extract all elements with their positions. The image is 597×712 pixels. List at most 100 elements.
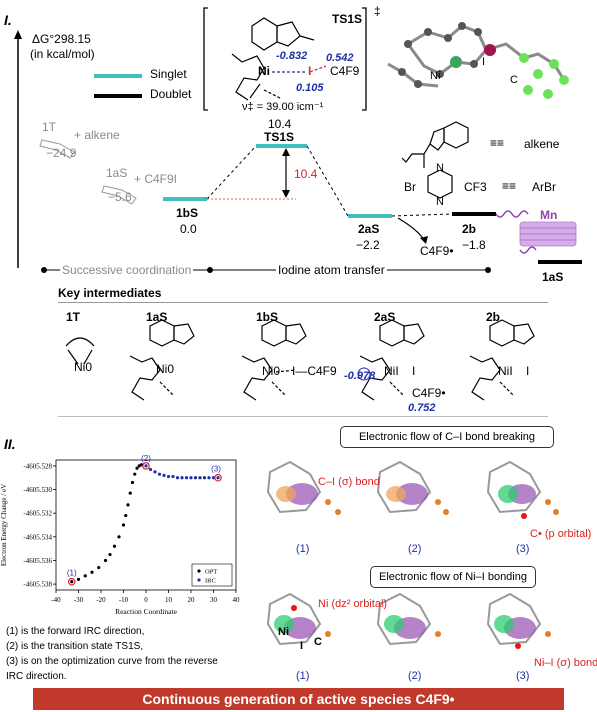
data-point-irc bbox=[216, 476, 220, 480]
data-point-irc bbox=[171, 474, 175, 479]
y-tick-label: -4605.534 bbox=[23, 533, 52, 541]
phase-successive: Successive coordination bbox=[60, 263, 194, 277]
row2-frame-2: (2) bbox=[408, 670, 422, 682]
phase-iodine-transfer: Iodine atom transfer bbox=[276, 263, 387, 277]
data-point-opt bbox=[112, 544, 117, 548]
key-title-rule bbox=[58, 302, 548, 303]
intermediate-structures bbox=[65, 319, 535, 401]
legend-singlet-label: Singlet bbox=[150, 67, 187, 81]
highlight-point bbox=[214, 473, 222, 482]
data-point-irc bbox=[207, 476, 211, 480]
ts3d-c: C bbox=[510, 74, 518, 86]
int-extra-2b: I bbox=[526, 364, 530, 378]
data-point-irc bbox=[166, 474, 171, 479]
state-TS1S: TS1S bbox=[264, 130, 295, 144]
int-ni-1bS: Ni0 bbox=[262, 364, 281, 378]
ts-dagger: ‡ bbox=[374, 4, 381, 18]
data-point-irc bbox=[162, 473, 166, 477]
x-tick-label: 10 bbox=[165, 596, 173, 604]
ann-ni-dz2: Ni (dz² orbital) bbox=[318, 598, 388, 610]
data-point-opt bbox=[133, 472, 137, 476]
irc-chart: -40 -30 -20 -10 0 10 20 30 40 -4605.528 -4605.530 -… bbox=[0, 454, 241, 616]
data-point-opt bbox=[128, 491, 132, 495]
data-point-opt bbox=[70, 580, 74, 584]
arbr-br: Br bbox=[404, 180, 416, 194]
note-3: (3) is on the optimization curve from th… bbox=[6, 656, 218, 667]
x-tick-label: -40 bbox=[51, 596, 61, 604]
ts-dist2: 0.542 bbox=[326, 52, 354, 64]
ts-dist1: -0.832 bbox=[276, 50, 308, 62]
ts-bracket bbox=[203, 7, 367, 111]
section-label-1: I. bbox=[4, 12, 12, 28]
int-ni-2aS: NiI bbox=[384, 364, 399, 378]
arbr-n2: N bbox=[436, 196, 444, 208]
arbr-n1: N bbox=[436, 162, 444, 174]
int-ni-1T: Ni0 bbox=[74, 360, 93, 374]
highlight-label: (3) bbox=[211, 465, 221, 474]
ts-3d-model bbox=[387, 22, 569, 99]
data-point-irc bbox=[153, 470, 157, 474]
data-point-opt bbox=[76, 577, 81, 581]
orbital-frames-row2 bbox=[266, 592, 551, 649]
x-axis-label: Reaction Coordinate bbox=[115, 607, 178, 616]
data-point-opt bbox=[108, 552, 112, 557]
ts-title: TS1S bbox=[332, 12, 363, 26]
row2-atom-c: C bbox=[314, 636, 322, 648]
legend-doublet-swatch bbox=[94, 94, 142, 98]
row1-frame-1: (1) bbox=[296, 543, 310, 555]
note-1: (1) is the forward IRC direction, bbox=[6, 626, 145, 637]
step-alkene: + alkene bbox=[74, 128, 120, 142]
row2-atom-ni: Ni bbox=[278, 626, 289, 638]
ts-dist3: 0.105 bbox=[296, 82, 324, 94]
alkene-structure bbox=[401, 121, 469, 168]
energy-axis bbox=[14, 30, 22, 268]
alkene-equiv: ≡≡ bbox=[490, 136, 505, 150]
summary-banner: Continuous generation of active species … bbox=[33, 688, 564, 710]
x-tick-label: 40 bbox=[233, 596, 241, 604]
axis-unit: (in kcal/mol) bbox=[30, 47, 95, 61]
data-point-irc bbox=[198, 476, 202, 480]
int-ni-1aS: Ni0 bbox=[156, 362, 175, 376]
data-point-irc bbox=[193, 476, 198, 480]
data-point-opt bbox=[126, 503, 130, 507]
int-ni-2b: NiI bbox=[498, 364, 513, 378]
ts3d-i: I bbox=[482, 56, 486, 68]
legend-label: IRC bbox=[205, 578, 216, 585]
row2-frame-1: (1) bbox=[296, 670, 310, 682]
int-extra-1bS: I—C4F9 bbox=[292, 364, 337, 378]
int-radical-2aS: C4F9• bbox=[412, 386, 446, 400]
highlight-point bbox=[67, 577, 76, 586]
box-ci-breaking: Electronic flow of C–I bond breaking bbox=[340, 426, 554, 448]
data-point-irc bbox=[144, 464, 148, 468]
x-tick-label: -10 bbox=[119, 596, 129, 604]
arbr-cf3: CF3 bbox=[464, 180, 487, 194]
mn-label: Mn bbox=[540, 208, 558, 222]
data-point-opt bbox=[83, 574, 87, 578]
data-point-opt bbox=[90, 570, 94, 574]
row1-frame-3: (3) bbox=[516, 543, 530, 555]
legend-singlet-swatch bbox=[94, 74, 142, 78]
data-point-irc bbox=[175, 476, 180, 480]
state-2b: 2b bbox=[462, 222, 477, 236]
barrier-value: 10.4 bbox=[294, 167, 318, 181]
box-nii-bonding: Electronic flow of Ni–I bonding bbox=[370, 566, 536, 588]
y-axis-label: Electron Energy Change / eV bbox=[0, 484, 8, 566]
state-1aS-end: 1aS bbox=[542, 270, 564, 284]
y-tick-label: -4605.530 bbox=[23, 486, 52, 494]
y-tick-label: -4605.528 bbox=[23, 462, 52, 470]
ts-ni: Ni bbox=[258, 64, 270, 78]
energy-profile bbox=[39, 139, 582, 273]
int-label-1T: 1T bbox=[66, 310, 81, 324]
data-point-irc bbox=[189, 476, 193, 480]
ann-ci-bond: C–I (σ) bond bbox=[318, 476, 380, 488]
int-spin1-2aS: -0.978 bbox=[344, 370, 376, 382]
highlight-point bbox=[142, 462, 150, 470]
row2-atom-i: I bbox=[300, 640, 304, 652]
value-TS1S: 10.4 bbox=[268, 117, 292, 131]
data-point-opt bbox=[124, 513, 128, 518]
legend-marker bbox=[197, 569, 201, 573]
data-point-irc bbox=[202, 476, 207, 480]
int-label-2b: 2b bbox=[486, 310, 501, 324]
step-c4f9i: + C4F9I bbox=[134, 172, 178, 186]
x-tick-label: 20 bbox=[188, 596, 196, 604]
